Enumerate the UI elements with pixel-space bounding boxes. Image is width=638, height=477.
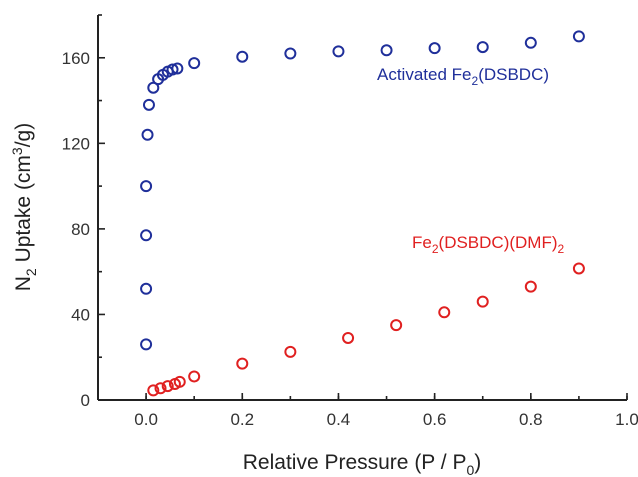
series-1 <box>147 262 585 397</box>
data-point <box>236 50 249 63</box>
data-point <box>390 319 403 332</box>
x-axis-title: Relative Pressure (P / P0) <box>243 451 482 477</box>
axis-ticks: 0.0 0.2 0.4 0.6 0.8 1.0 0 40 80 120 160 <box>62 14 638 429</box>
data-point <box>284 47 297 60</box>
y-axis-title: N2 Uptake (cm3/g) <box>9 123 39 291</box>
x-tick-label: 0.4 <box>327 410 351 429</box>
x-tick-label: 0.8 <box>519 410 543 429</box>
data-point <box>188 370 201 383</box>
data-point <box>166 63 179 76</box>
data-point <box>524 280 537 293</box>
data-point <box>572 262 585 275</box>
x-tick-label: 0.6 <box>423 410 447 429</box>
data-point <box>332 45 345 58</box>
x-tick-label: 0.0 <box>134 410 158 429</box>
data-point <box>284 345 297 358</box>
y-tick-label: 80 <box>71 220 90 239</box>
data-point <box>236 357 249 370</box>
y-tick-label: 160 <box>62 49 90 68</box>
data-points <box>140 30 585 397</box>
data-point <box>524 36 537 49</box>
data-point <box>188 57 201 70</box>
data-point <box>140 338 153 351</box>
data-point <box>161 380 174 393</box>
data-point <box>438 306 451 319</box>
data-point <box>572 30 585 43</box>
y-tick-label: 0 <box>81 391 90 410</box>
y-tick-label: 120 <box>62 134 90 153</box>
data-point <box>140 282 153 295</box>
series-0 <box>140 30 585 351</box>
series-label-dmf: Fe2(DSBDC)(DMF)2 <box>412 233 565 256</box>
data-point <box>142 98 155 111</box>
data-point <box>342 331 355 344</box>
x-tick-label: 0.2 <box>230 410 254 429</box>
data-point <box>173 375 186 388</box>
data-point <box>147 384 160 397</box>
data-point <box>476 295 489 308</box>
x-tick-label: 1.0 <box>615 410 638 429</box>
y-tick-label: 40 <box>71 305 90 324</box>
data-point <box>476 41 489 54</box>
data-point <box>154 382 167 395</box>
data-point <box>428 42 441 55</box>
data-point <box>380 44 393 57</box>
data-point <box>140 229 153 242</box>
data-point <box>140 180 153 193</box>
data-point <box>171 62 184 75</box>
series-label-activated: Activated Fe2(DSBDC) <box>377 65 549 88</box>
data-point <box>141 128 154 141</box>
